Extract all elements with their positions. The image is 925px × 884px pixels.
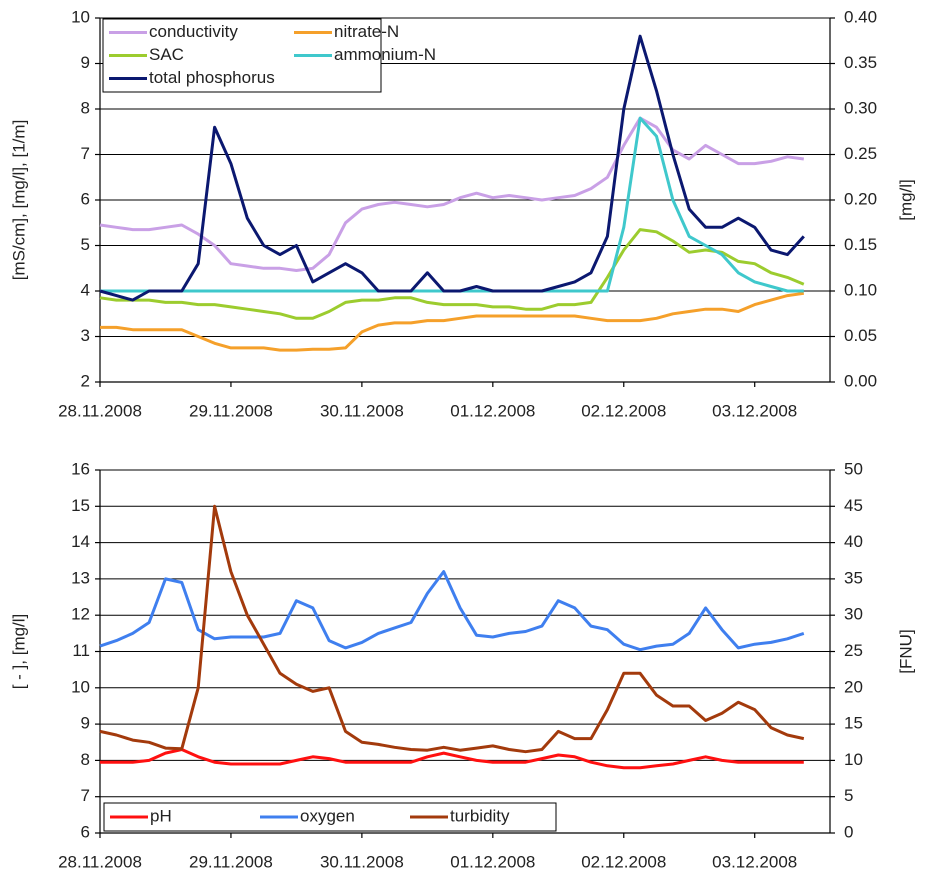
y-tick-label: 4 bbox=[81, 280, 90, 299]
y2-tick-label: 0.15 bbox=[844, 235, 877, 254]
y2-tick-label: 0.40 bbox=[844, 7, 877, 26]
y-tick-label: 8 bbox=[81, 98, 90, 117]
series-line bbox=[99, 570, 805, 652]
y2-tick-label: 0.10 bbox=[844, 280, 877, 299]
x-tick-label: 29.11.2008 bbox=[189, 401, 273, 420]
series-line bbox=[100, 748, 804, 770]
legend-label: conductivity bbox=[149, 22, 238, 41]
y2-tick-label: 40 bbox=[844, 532, 863, 551]
x-tick-label: 01.12.2008 bbox=[450, 401, 535, 420]
y2-tick-label: 0.05 bbox=[844, 326, 877, 345]
y2-tick-label: 0.00 bbox=[844, 371, 877, 390]
y-axis-label: [ - ], [mg/l] bbox=[9, 614, 28, 690]
y-tick-label: 7 bbox=[81, 786, 90, 805]
y-tick-label: 16 bbox=[71, 459, 90, 478]
legend-label: pH bbox=[150, 806, 172, 825]
x-tick-label: 30.11.2008 bbox=[320, 852, 404, 871]
y2-tick-label: 15 bbox=[844, 714, 863, 733]
y2-tick-label: 50 bbox=[844, 459, 863, 478]
y-axis-label: [mS/cm], [mg/l], [1/m] bbox=[9, 120, 28, 281]
y2-tick-label: 10 bbox=[844, 750, 863, 769]
y-tick-label: 7 bbox=[81, 144, 90, 163]
y-tick-label: 6 bbox=[81, 189, 90, 208]
y-tick-label: 9 bbox=[81, 53, 90, 72]
y-tick-label: 2 bbox=[81, 371, 90, 390]
legend-label: total phosphorus bbox=[149, 68, 275, 87]
x-tick-label: 30.11.2008 bbox=[320, 401, 404, 420]
legend-box bbox=[103, 802, 557, 832]
y-tick-label: 6 bbox=[81, 822, 90, 841]
y2-tick-label: 30 bbox=[844, 605, 863, 624]
x-tick-label: 02.12.2008 bbox=[581, 401, 666, 420]
y-tick-label: 11 bbox=[72, 641, 90, 660]
x-tick-label: 01.12.2008 bbox=[450, 852, 535, 871]
y-tick-label: 14 bbox=[71, 532, 90, 551]
legend-label: SAC bbox=[149, 45, 184, 64]
legend-label: turbidity bbox=[450, 806, 510, 825]
x-tick-label: 29.11.2008 bbox=[189, 852, 273, 871]
x-tick-label: 28.11.2008 bbox=[58, 852, 142, 871]
y2-tick-label: 0 bbox=[844, 822, 853, 841]
series-line bbox=[99, 228, 805, 320]
y-tick-label: 12 bbox=[71, 605, 90, 624]
legend-label: ammonium-N bbox=[334, 45, 436, 64]
y2-tick-label: 45 bbox=[844, 496, 863, 515]
y-tick-label: 5 bbox=[81, 235, 90, 254]
legend-box bbox=[102, 18, 382, 93]
series-line bbox=[100, 291, 805, 352]
legend-label: oxygen bbox=[300, 806, 355, 825]
y2-tick-label: 0.25 bbox=[844, 144, 877, 163]
x-tick-label: 02.12.2008 bbox=[581, 852, 666, 871]
y-tick-label: 9 bbox=[81, 714, 90, 733]
y2-tick-label: 35 bbox=[844, 568, 863, 587]
x-tick-label: 28.11.2008 bbox=[58, 401, 142, 420]
series-line bbox=[99, 34, 805, 302]
y-tick-label: 8 bbox=[81, 750, 90, 769]
y-tick-label: 13 bbox=[71, 568, 90, 587]
y-tick-label: 10 bbox=[71, 677, 90, 696]
y2-tick-label: 0.20 bbox=[844, 189, 877, 208]
y-tick-label: 10 bbox=[71, 7, 90, 26]
series-line bbox=[99, 116, 804, 272]
y2-tick-label: 25 bbox=[844, 641, 863, 660]
legend-label: nitrate-N bbox=[334, 22, 399, 41]
series-line bbox=[99, 504, 805, 754]
y2-axis-label: [FNU] bbox=[896, 629, 915, 673]
x-tick-label: 03.12.2008 bbox=[712, 401, 797, 420]
y-tick-label: 3 bbox=[81, 326, 90, 345]
y2-axis-label: [mg/l] bbox=[896, 179, 915, 221]
y2-tick-label: 0.35 bbox=[844, 53, 877, 72]
y-tick-label: 15 bbox=[71, 496, 90, 515]
x-tick-label: 03.12.2008 bbox=[712, 852, 797, 871]
y2-tick-label: 5 bbox=[844, 786, 853, 805]
y2-tick-label: 20 bbox=[844, 677, 863, 696]
y2-tick-label: 0.30 bbox=[844, 98, 877, 117]
